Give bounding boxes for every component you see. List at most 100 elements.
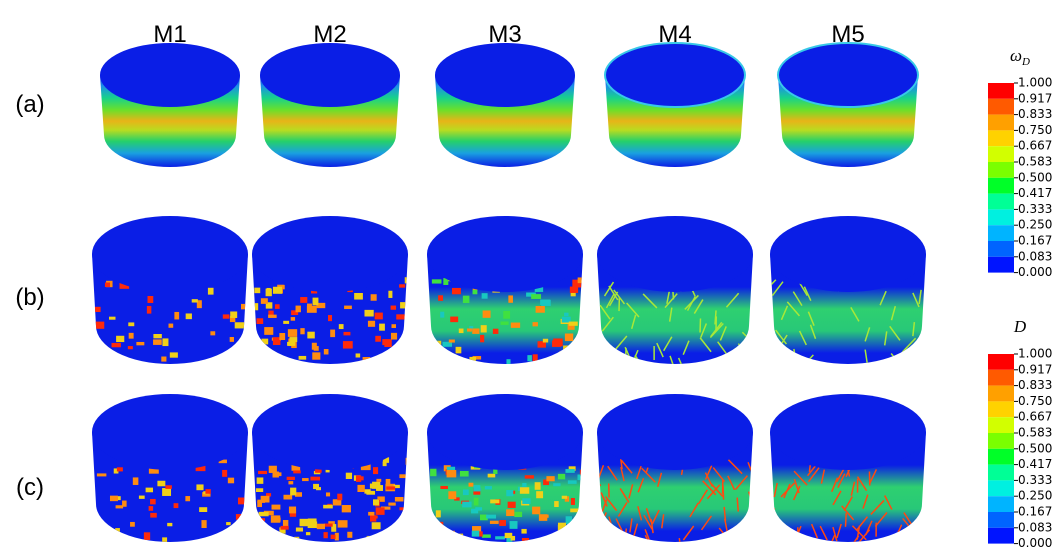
damage-patch (379, 324, 385, 331)
damage-patch (399, 522, 408, 526)
column-label: M5 (831, 21, 864, 48)
specimen (92, 394, 256, 544)
legend-band (988, 528, 1014, 544)
damage-patch (558, 523, 566, 531)
damage-patch (532, 507, 540, 515)
damage-patch (447, 470, 457, 477)
damage-patch (408, 278, 412, 282)
damage-patch (97, 473, 106, 476)
legend-band (988, 115, 1014, 131)
damage-patch (370, 537, 377, 544)
damage-patch (128, 346, 133, 349)
specimen-top (427, 216, 583, 292)
damage-patch (563, 345, 569, 352)
damage-patch (510, 521, 518, 529)
damage-patch (210, 331, 215, 335)
legend-band (988, 130, 1014, 146)
legend-tick-label: 1.000 (1018, 76, 1052, 90)
damage-patch (456, 347, 462, 354)
damage-patch (294, 537, 299, 545)
damage-patch (456, 534, 463, 539)
damage-patch (288, 481, 293, 484)
crack (599, 341, 601, 355)
specimen (762, 216, 926, 369)
damage-patch (205, 489, 210, 494)
legend-tick-label: 0.083 (1018, 249, 1052, 263)
damage-patch (450, 531, 455, 538)
crack (920, 331, 923, 345)
damage-patch (520, 487, 529, 494)
damage-patch (257, 318, 264, 324)
damage-patch (505, 533, 513, 538)
legend-band (988, 417, 1014, 433)
specimen (252, 394, 415, 545)
specimen-top (92, 394, 248, 470)
damage-patch (201, 520, 206, 528)
damage-patch (569, 322, 578, 326)
damage-patch (144, 532, 150, 540)
damage-patch (230, 311, 237, 318)
damage-patch (558, 474, 565, 480)
damage-patch (434, 531, 444, 535)
damage-patch (430, 469, 436, 476)
damage-patch (323, 505, 333, 509)
legend-tick-label: 0.333 (1018, 202, 1052, 216)
specimen-top (597, 394, 753, 470)
damage-patch (391, 333, 397, 340)
damage-patch (312, 352, 320, 359)
damage-patch (273, 472, 279, 478)
panels (92, 43, 926, 547)
damage-patch (302, 478, 309, 481)
damage-patch (310, 477, 320, 481)
legend-symbol: ωD (1010, 46, 1030, 68)
damage-patch (506, 359, 510, 364)
legend-tick-label: 0.167 (1018, 505, 1052, 519)
legend-band (988, 241, 1014, 257)
crack (898, 531, 902, 545)
damage-patch (543, 339, 548, 343)
legend-band (988, 209, 1014, 225)
damage-patch (434, 341, 441, 345)
legend-tick-label: 0.000 (1018, 536, 1052, 547)
damage-patch (396, 314, 405, 319)
crack (750, 315, 763, 329)
crack (774, 346, 779, 360)
damage-patch (399, 507, 403, 510)
damage-patch (356, 475, 361, 482)
damage-patch (372, 522, 381, 529)
crack (742, 332, 756, 346)
damage-patch (376, 507, 385, 515)
damage-patch (291, 317, 295, 321)
damage-patch (259, 512, 269, 516)
crack (749, 492, 753, 506)
legend-tick-label: 0.833 (1018, 378, 1052, 392)
damage-patch (236, 514, 246, 520)
damage-patch (165, 485, 172, 489)
damage-patch (170, 352, 178, 357)
legend-tick-label: 0.000 (1018, 265, 1052, 279)
crack (764, 508, 775, 522)
damage-patch (109, 317, 115, 320)
legend-band (988, 401, 1014, 417)
damage-patch (432, 279, 442, 283)
damage-patch (110, 496, 118, 502)
damage-patch (153, 334, 161, 338)
damage-patch (482, 534, 491, 537)
damage-patch (324, 532, 328, 538)
damage-patch (474, 498, 479, 506)
damage-patch (192, 299, 198, 302)
damage-patch (481, 325, 487, 332)
damage-patch (407, 524, 413, 530)
specimen (427, 216, 591, 365)
damage-patch (289, 337, 297, 342)
damage-patch (257, 477, 264, 483)
damage-patch (463, 489, 469, 495)
legend-band (988, 449, 1014, 465)
legend-tick-label: 0.917 (1018, 362, 1052, 376)
damage-patch (527, 355, 532, 361)
damage-patch (339, 324, 344, 329)
damage-patch (375, 336, 381, 342)
damage-patch (438, 522, 443, 529)
damage-patch (490, 521, 499, 524)
damage-patch (562, 496, 567, 499)
